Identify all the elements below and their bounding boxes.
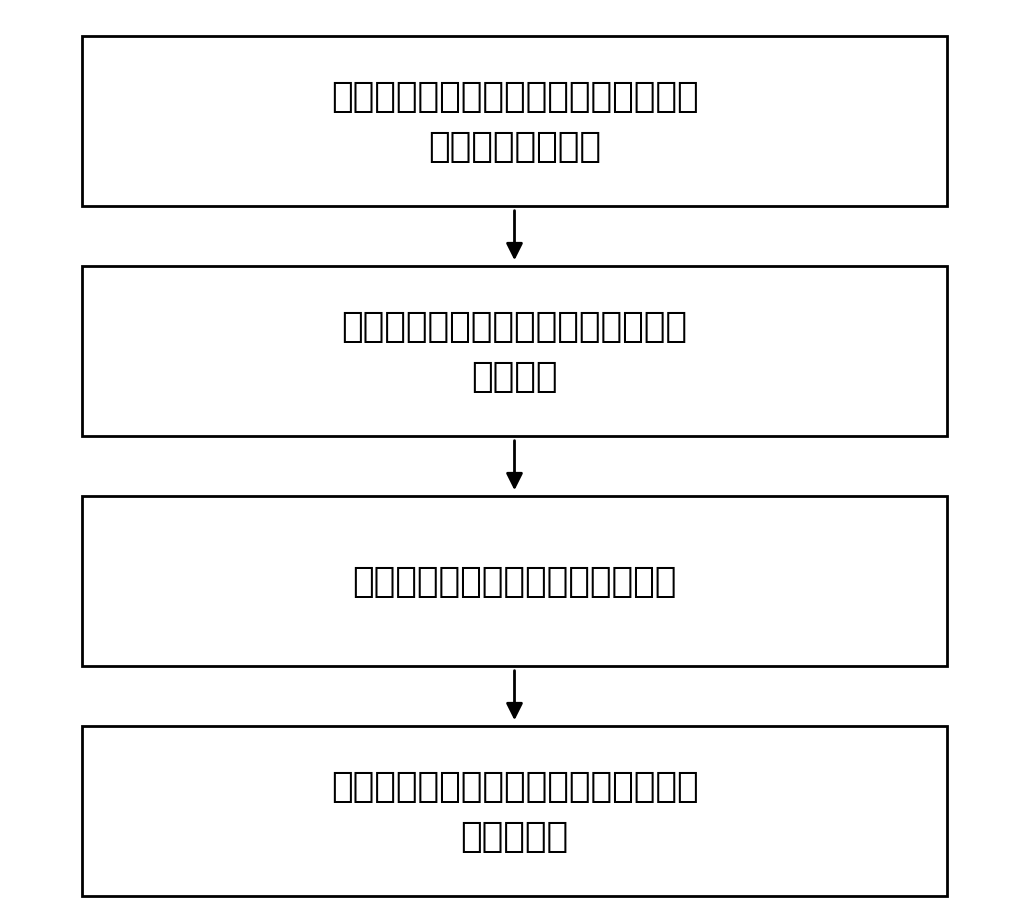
- Bar: [82, 726, 947, 896]
- Bar: [82, 267, 947, 437]
- Text: 获取超声导波信号模式的频散波数曲线
和非频散波数曲线: 获取超声导波信号模式的频散波数曲线 和非频散波数曲线: [330, 80, 699, 164]
- Bar: [82, 496, 947, 666]
- Text: 求取超声导波距离域脉冲响应信号: 求取超声导波距离域脉冲响应信号: [352, 564, 677, 598]
- Bar: [82, 37, 947, 207]
- Text: 计算得到分辨率增强的非频散超声导波
距离域信号: 计算得到分辨率增强的非频散超声导波 距离域信号: [330, 769, 699, 853]
- Text: 计算空间宽度减小的超声导波距离域
激励波形: 计算空间宽度减小的超声导波距离域 激励波形: [342, 310, 687, 393]
